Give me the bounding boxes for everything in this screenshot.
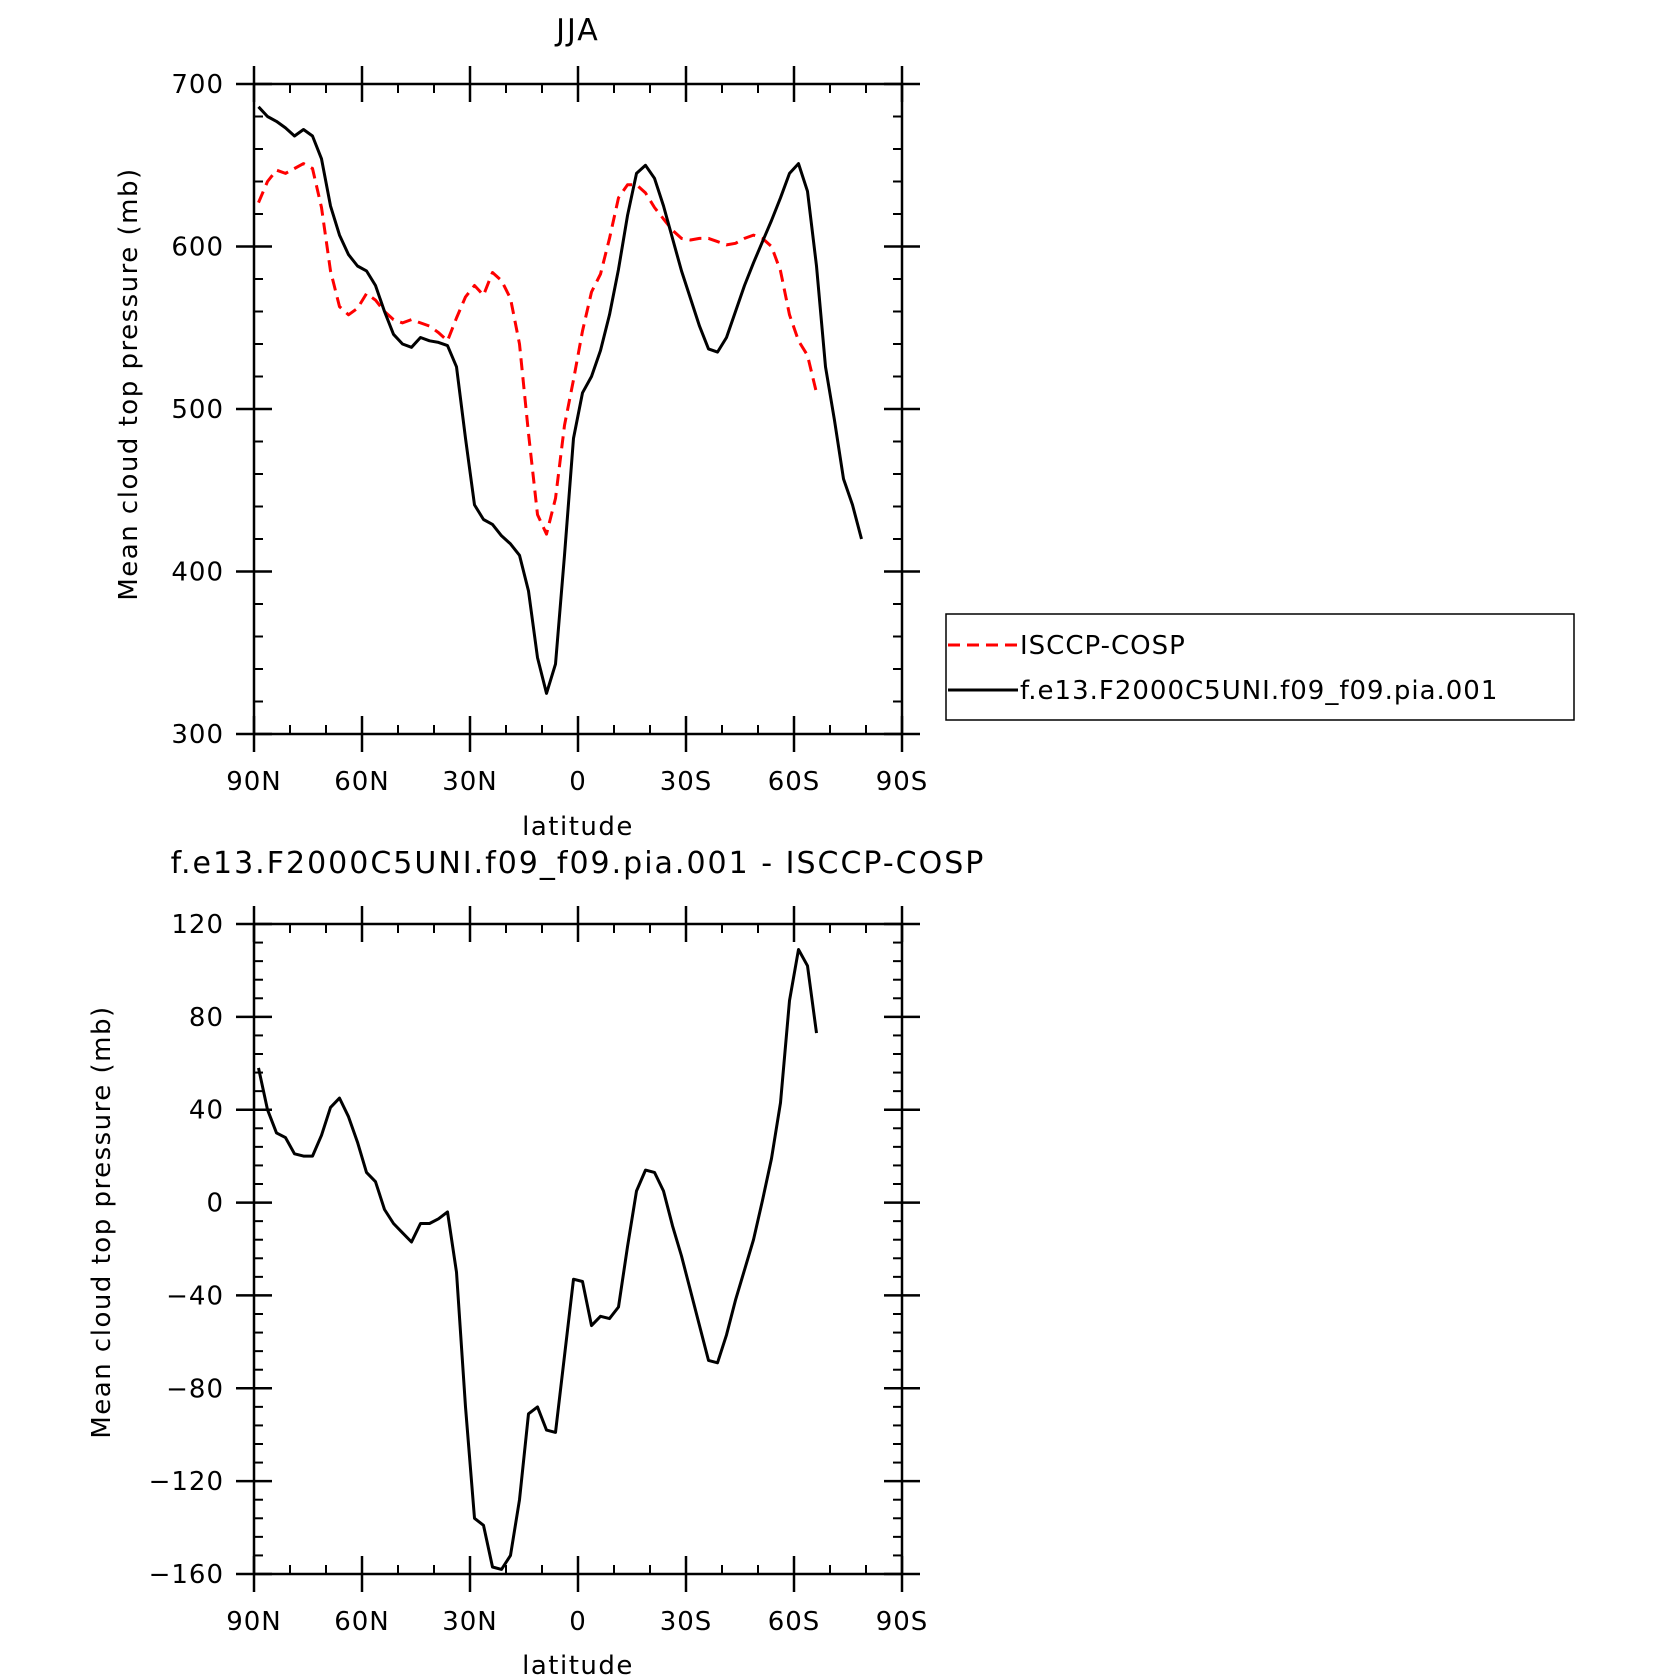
- top-x-tick-label-0: 90N: [226, 767, 282, 797]
- top-y-tick-label-3: 600: [171, 233, 224, 263]
- top-y-tick-label-4: 700: [171, 70, 224, 100]
- bottom-axis-ticks: [236, 906, 920, 1592]
- top-x-tick-label-2: 30N: [442, 767, 498, 797]
- bot-y-tick-label-4: 0: [206, 1189, 224, 1219]
- bot-y-tick-label-3: −40: [166, 1281, 224, 1311]
- bot-x-tick-label-2: 30N: [442, 1607, 498, 1637]
- bot-x-tick-label-5: 60S: [768, 1607, 821, 1637]
- top-x-tick-label-3: 0: [569, 767, 587, 797]
- top-y-tick-label-0: 300: [171, 720, 224, 750]
- bottom-x-axis-title: latitude: [522, 1651, 634, 1680]
- bot-x-tick-label-4: 30S: [660, 1607, 713, 1637]
- legend-label-model: f.e13.F2000C5UNI.f09_f09.pia.001: [1020, 676, 1498, 706]
- top-y-tick-label-2: 500: [171, 395, 224, 425]
- top-panel: JJA Mean cloud top pressure (mb) latitud…: [114, 13, 929, 842]
- bot-x-tick-label-1: 60N: [334, 1607, 390, 1637]
- bot-y-tick-label-0: −160: [149, 1560, 224, 1590]
- bot-x-tick-label-0: 90N: [226, 1607, 282, 1637]
- top-series-lines: [257, 105, 863, 695]
- bot-y-tick-label-2: −80: [166, 1374, 224, 1404]
- bot-y-tick-label-6: 80: [189, 1003, 224, 1033]
- bot-y-tick-label-1: −120: [149, 1467, 224, 1497]
- top-series-line-0: [257, 162, 818, 536]
- top-x-tick-label-4: 30S: [660, 767, 713, 797]
- legend: ISCCP-COSP f.e13.F2000C5UNI.f09_f09.pia.…: [945, 613, 1575, 721]
- top-y-axis-title: Mean cloud top pressure (mb): [114, 167, 144, 600]
- top-x-axis-title: latitude: [522, 812, 634, 842]
- bottom-y-axis-title: Mean cloud top pressure (mb): [87, 1005, 117, 1438]
- top-x-tick-label-6: 90S: [876, 767, 929, 797]
- legend-box: [945, 613, 1575, 721]
- top-x-tick-label-5: 60S: [768, 767, 821, 797]
- bot-y-tick-label-5: 40: [189, 1096, 224, 1126]
- top-chart-title: JJA: [554, 13, 600, 48]
- bot-x-tick-label-3: 0: [569, 1607, 587, 1637]
- legend-label-isccp: ISCCP-COSP: [1020, 631, 1186, 661]
- bot-x-tick-label-6: 90S: [876, 1607, 929, 1637]
- bottom-chart-title: f.e13.F2000C5UNI.f09_f09.pia.001 - ISCCP…: [171, 846, 986, 881]
- top-x-tick-label-1: 60N: [334, 767, 390, 797]
- bot-y-tick-label-7: 120: [171, 910, 224, 940]
- top-plot-frame: [252, 82, 904, 736]
- top-y-tick-label-1: 400: [171, 558, 224, 588]
- bottom-series-lines: [257, 948, 818, 1571]
- top-tick-labels: 90N 60N 30N 0 30S 60S 90S 300 400 500 600 700: [171, 70, 929, 797]
- bot-series-line-0: [257, 948, 818, 1571]
- top-series-line-1: [257, 105, 863, 695]
- bottom-tick-labels: 90N 60N 30N 0 30S 60S 90S −160 −120 −80 −40 0 40 80 12…: [149, 910, 929, 1637]
- bottom-panel: f.e13.F2000C5UNI.f09_f09.pia.001 - ISCCP…: [87, 846, 986, 1680]
- bottom-plot-frame: [252, 922, 904, 1576]
